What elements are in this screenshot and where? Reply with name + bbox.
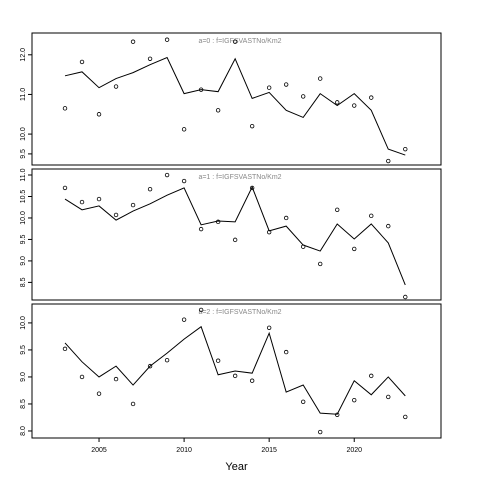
y-tick-label: 8.5 [20, 277, 27, 287]
panel-frame [31, 32, 442, 166]
data-point [96, 391, 102, 396]
data-point [232, 373, 238, 379]
x-tick-label: 2010 [176, 447, 192, 454]
panel-annotation: a=1 : f=IGFSVASTNo/Km2 [198, 174, 281, 181]
data-point [352, 397, 357, 403]
data-point [215, 358, 221, 363]
data-point [300, 94, 306, 99]
fit-line [64, 56, 406, 156]
data-point [386, 394, 391, 400]
y-tick-label: 8.0 [20, 426, 27, 436]
x-tick-label: 2020 [346, 447, 362, 454]
y-tick-label: 12.0 [20, 48, 27, 62]
data-point [79, 59, 85, 65]
y-tick-label: 10.5 [20, 190, 27, 204]
data-point [198, 226, 204, 232]
data-point [164, 172, 170, 178]
x-tick-label: 2015 [261, 447, 277, 454]
data-point [249, 123, 255, 129]
data-point [283, 215, 289, 221]
y-tick-label: 9.0 [20, 256, 27, 266]
data-point [164, 37, 170, 42]
y-tick-label: 9.5 [20, 149, 27, 159]
data-point [79, 374, 85, 380]
data-point [386, 158, 391, 164]
data-point [232, 237, 238, 243]
data-point [181, 178, 187, 184]
data-point [335, 100, 340, 105]
data-point [181, 317, 187, 322]
data-point [352, 246, 357, 252]
data-point [318, 261, 323, 267]
y-tick-label: 11.0 [20, 168, 27, 181]
data-point [181, 127, 187, 132]
data-point [96, 112, 102, 117]
data-point [318, 429, 323, 435]
x-axis-label: Year [225, 461, 248, 473]
fit-line [64, 185, 406, 286]
data-point [62, 346, 68, 352]
data-point [300, 399, 306, 404]
data-point [130, 39, 136, 44]
y-tick-label: 9.0 [20, 372, 27, 382]
data-point [369, 373, 374, 379]
data-point [164, 357, 170, 363]
data-point [403, 414, 408, 420]
data-point [283, 82, 289, 87]
y-tick-label: 8.5 [20, 399, 27, 409]
data-point [232, 39, 238, 44]
data-point [335, 412, 340, 417]
panel-annotation: a=0 : f=IGFSVASTNo/Km2 [198, 38, 281, 45]
data-point [266, 85, 272, 90]
panel-annotation: a=2 : f=IGFSVASTNo/Km2 [198, 309, 281, 316]
fit-line [64, 325, 406, 415]
data-point [62, 106, 68, 111]
data-point [79, 199, 85, 205]
data-point [403, 294, 408, 300]
data-point [266, 325, 272, 330]
data-point [283, 349, 289, 355]
data-point [147, 363, 153, 369]
data-point [96, 196, 102, 202]
y-tick-label: 9.5 [20, 234, 27, 244]
data-point [147, 186, 153, 192]
data-point [113, 84, 119, 89]
panel-frame [31, 168, 442, 301]
data-point [130, 401, 136, 407]
data-point [215, 108, 221, 113]
data-point [352, 103, 357, 108]
data-point [403, 146, 408, 152]
data-point [113, 212, 119, 218]
data-point [369, 213, 374, 219]
y-tick-label: 9.5 [20, 345, 27, 355]
panel-frame [31, 303, 442, 439]
data-point [369, 95, 374, 100]
y-tick-label: 10.0 [20, 127, 27, 141]
data-point [130, 202, 136, 208]
data-point [62, 185, 68, 191]
data-point [318, 76, 323, 81]
data-point [386, 223, 391, 229]
y-tick-label: 11.0 [20, 88, 27, 101]
data-point [198, 307, 204, 313]
data-point [335, 207, 340, 213]
data-point [249, 378, 255, 383]
y-tick-label: 10.0 [20, 316, 27, 330]
y-tick-label: 10.0 [20, 211, 27, 225]
x-tick-label: 2005 [91, 447, 107, 454]
data-point [147, 56, 153, 61]
data-point [113, 376, 119, 382]
